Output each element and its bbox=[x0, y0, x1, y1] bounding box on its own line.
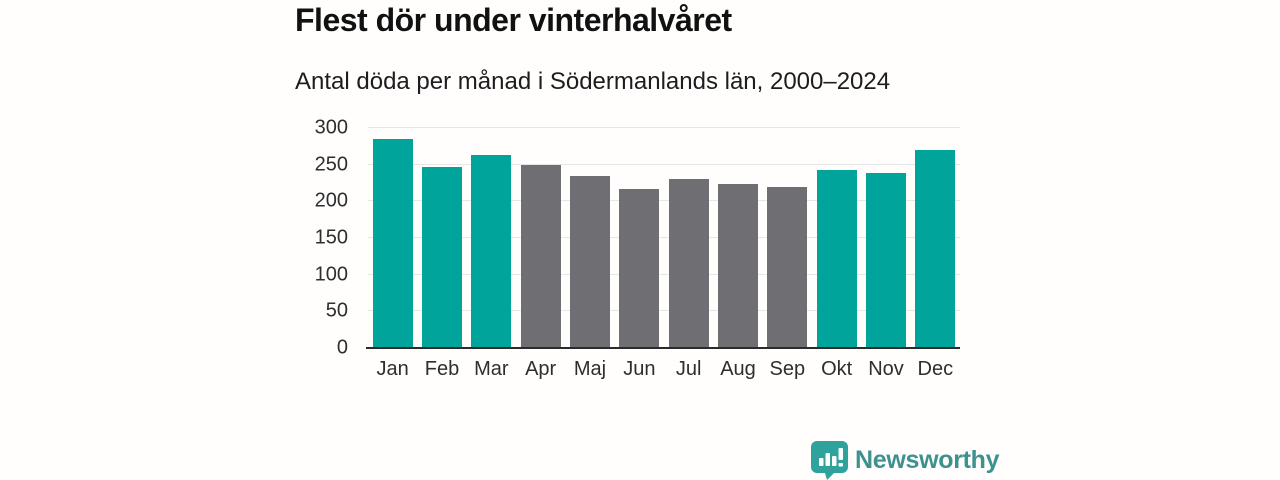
chart-title: Flest dör under vinterhalvåret bbox=[295, 2, 732, 38]
y-axis-tick-labels: 0 50 100 150 200 250 300 bbox=[290, 117, 358, 359]
bar-mar bbox=[471, 155, 512, 348]
x-tick-label-aug: Aug bbox=[720, 358, 756, 380]
x-tick-label-jun: Jun bbox=[623, 358, 656, 380]
y-tick-label-50: 50 bbox=[325, 299, 348, 322]
chart-subtitle: Antal döda per månad i Södermanlands län… bbox=[295, 68, 891, 95]
plot-area bbox=[366, 127, 960, 349]
bar-apr bbox=[520, 164, 561, 348]
bar-jul bbox=[668, 178, 709, 348]
x-tick-label-feb: Feb bbox=[424, 358, 460, 380]
newsworthy-logo: Newsworthy bbox=[811, 441, 1000, 480]
x-tick-label-mar: Mar bbox=[474, 358, 509, 380]
bar-jun bbox=[619, 188, 660, 348]
gridline-50 bbox=[368, 310, 960, 312]
bar-dec bbox=[915, 150, 956, 348]
y-tick-label-150: 150 bbox=[314, 226, 348, 249]
bar-jan bbox=[372, 139, 413, 348]
x-tick-label-jan: Jan bbox=[376, 358, 409, 380]
x-axis-line bbox=[366, 347, 960, 349]
gridline-300 bbox=[368, 127, 960, 128]
y-tick-label-300: 300 bbox=[314, 116, 348, 139]
gridline-150 bbox=[368, 237, 960, 238]
y-tick-label-100: 100 bbox=[314, 263, 348, 286]
x-tick-label-maj: Maj bbox=[573, 358, 607, 380]
gridline-200 bbox=[368, 200, 960, 202]
x-tick-label-nov: Nov bbox=[868, 358, 904, 380]
x-tick-label-sep: Sep bbox=[769, 358, 806, 380]
x-tick-label-okt: Okt bbox=[821, 358, 853, 380]
y-tick-label-250: 250 bbox=[314, 153, 348, 176]
gridline-250 bbox=[368, 163, 960, 165]
bar-aug bbox=[718, 183, 758, 348]
y-tick-label-200: 200 bbox=[314, 189, 348, 212]
x-tick-label-jul: Jul bbox=[675, 358, 702, 380]
bar-okt bbox=[816, 169, 857, 348]
x-axis-tick-labels: Jan Feb Mar Apr Maj Jun Jul Aug Sep Okt Nov Dec bbox=[368, 358, 960, 386]
newsworthy-wordmark: Newsworthy bbox=[855, 446, 1000, 474]
newsworthy-bar-chart-bubble-icon bbox=[811, 441, 848, 480]
bar-nov bbox=[866, 172, 906, 348]
x-tick-label-apr: Apr bbox=[525, 358, 557, 380]
gridline-100 bbox=[368, 273, 960, 275]
y-tick-label-0: 0 bbox=[336, 336, 348, 359]
x-tick-label-dec: Dec bbox=[917, 358, 954, 380]
bar-feb bbox=[422, 166, 462, 348]
bar-sep bbox=[767, 186, 808, 348]
bar-maj bbox=[570, 175, 610, 348]
